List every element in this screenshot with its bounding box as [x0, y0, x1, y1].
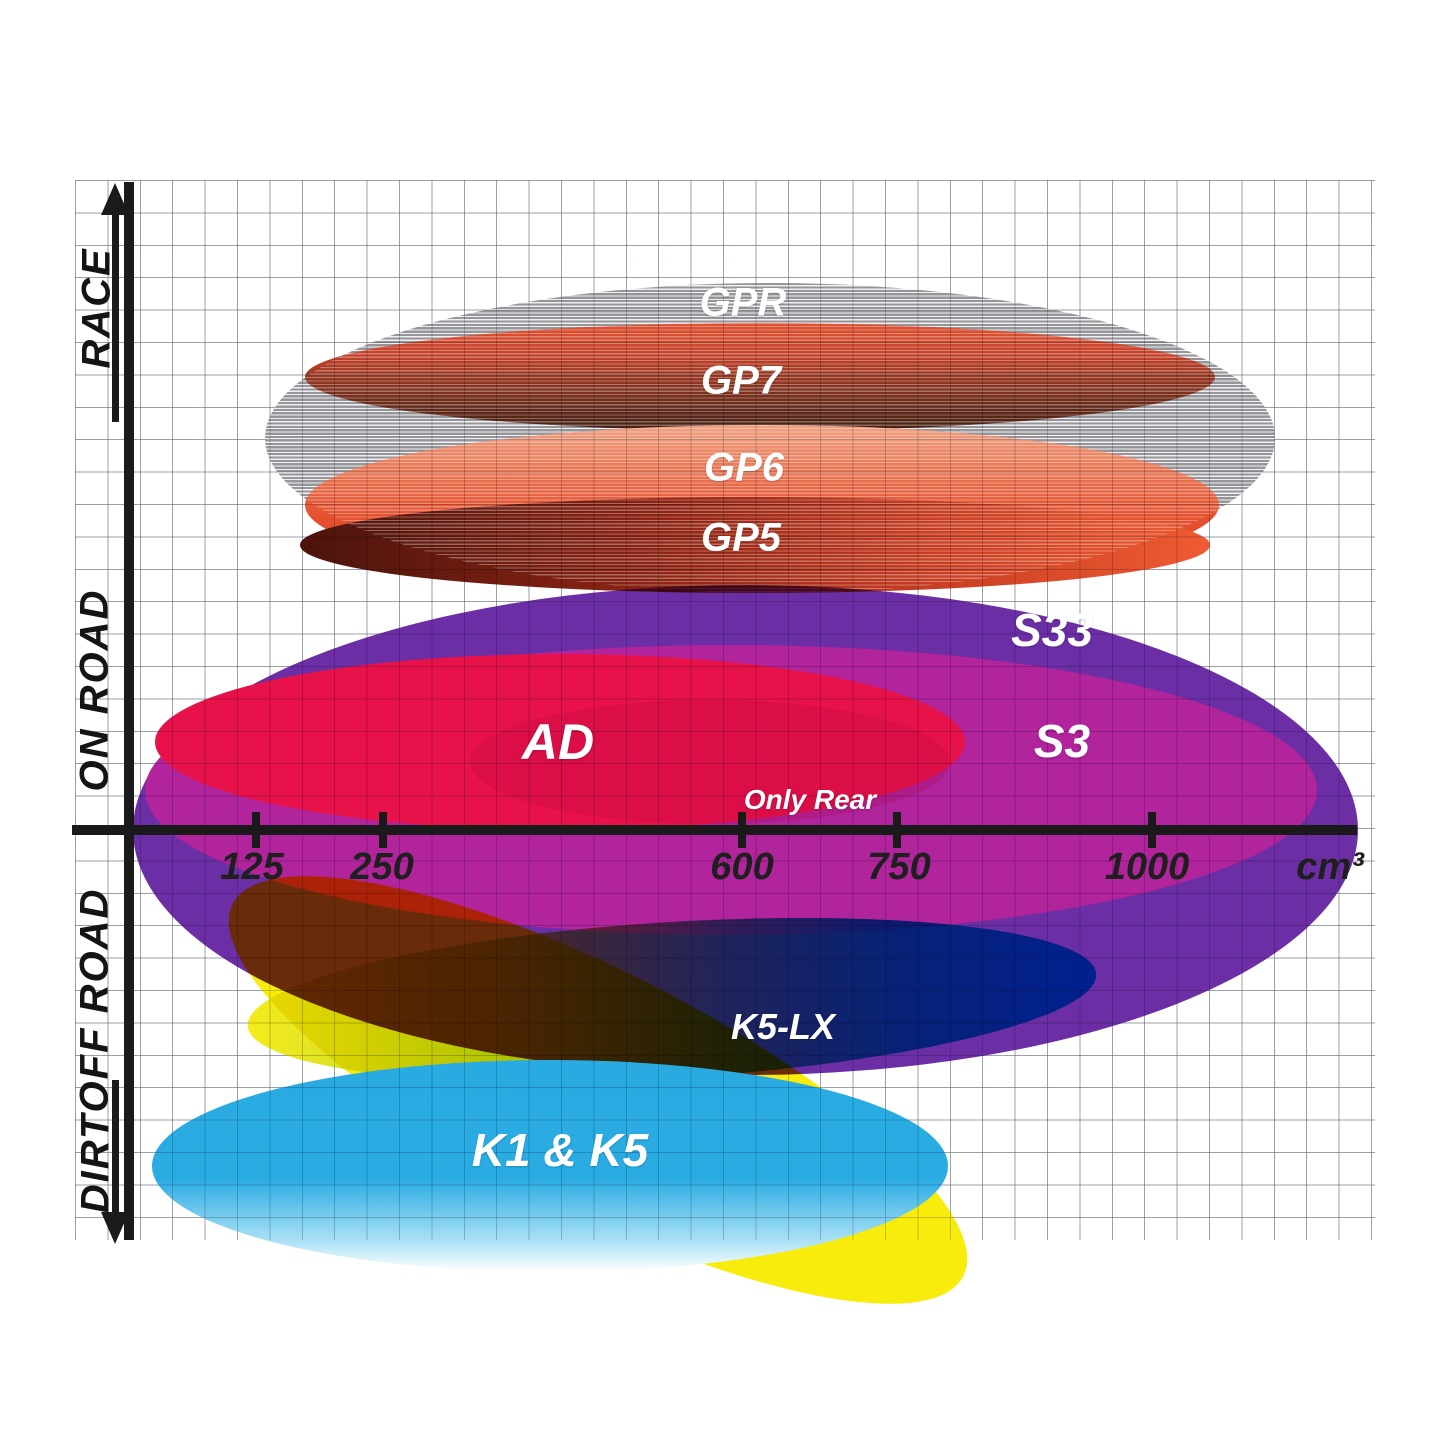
x-tick-600 [738, 812, 746, 848]
y-label-dirt: DIRT [73, 1112, 118, 1214]
x-tick-750 [893, 812, 901, 848]
x-tick-label-750: 750 [867, 846, 931, 888]
x-tick-1000 [1148, 812, 1156, 848]
x-tick-label-1000: 1000 [1104, 846, 1190, 888]
race-arrow-up-icon [101, 183, 129, 215]
region-label-gpr: GPR [699, 280, 787, 325]
x-tick-250 [379, 812, 387, 848]
x-tick-label-125: 125 [220, 846, 284, 888]
only-rear-note: Only Rear [743, 784, 877, 815]
region-label-k1k5: K1 & K5 [471, 1124, 649, 1176]
y-label-race: RACE [74, 247, 119, 369]
x-tick-125 [252, 812, 260, 848]
x-axis-unit-label: cm³ [1296, 846, 1364, 888]
y-label-off-road: OFF ROAD [72, 887, 117, 1113]
x-tick-label-600: 600 [710, 846, 774, 888]
y-label-on-road: ON ROAD [72, 588, 117, 792]
dirt-arrow-down-icon [101, 1212, 129, 1244]
x-tick-label-250: 250 [350, 846, 414, 888]
region-label-s33: S33 [1011, 604, 1093, 656]
region-label-gp5: GP5 [700, 515, 782, 560]
region-label-gp6: GP6 [703, 445, 785, 490]
region-label-gp7: GP7 [700, 358, 782, 403]
x-axis-line [72, 825, 1357, 835]
y-axis-line [124, 182, 134, 1240]
region-label-s3: S3 [1033, 715, 1091, 767]
region-label-k5lx: K5-LX [730, 1006, 836, 1047]
region-label-ad: AD [521, 714, 595, 770]
